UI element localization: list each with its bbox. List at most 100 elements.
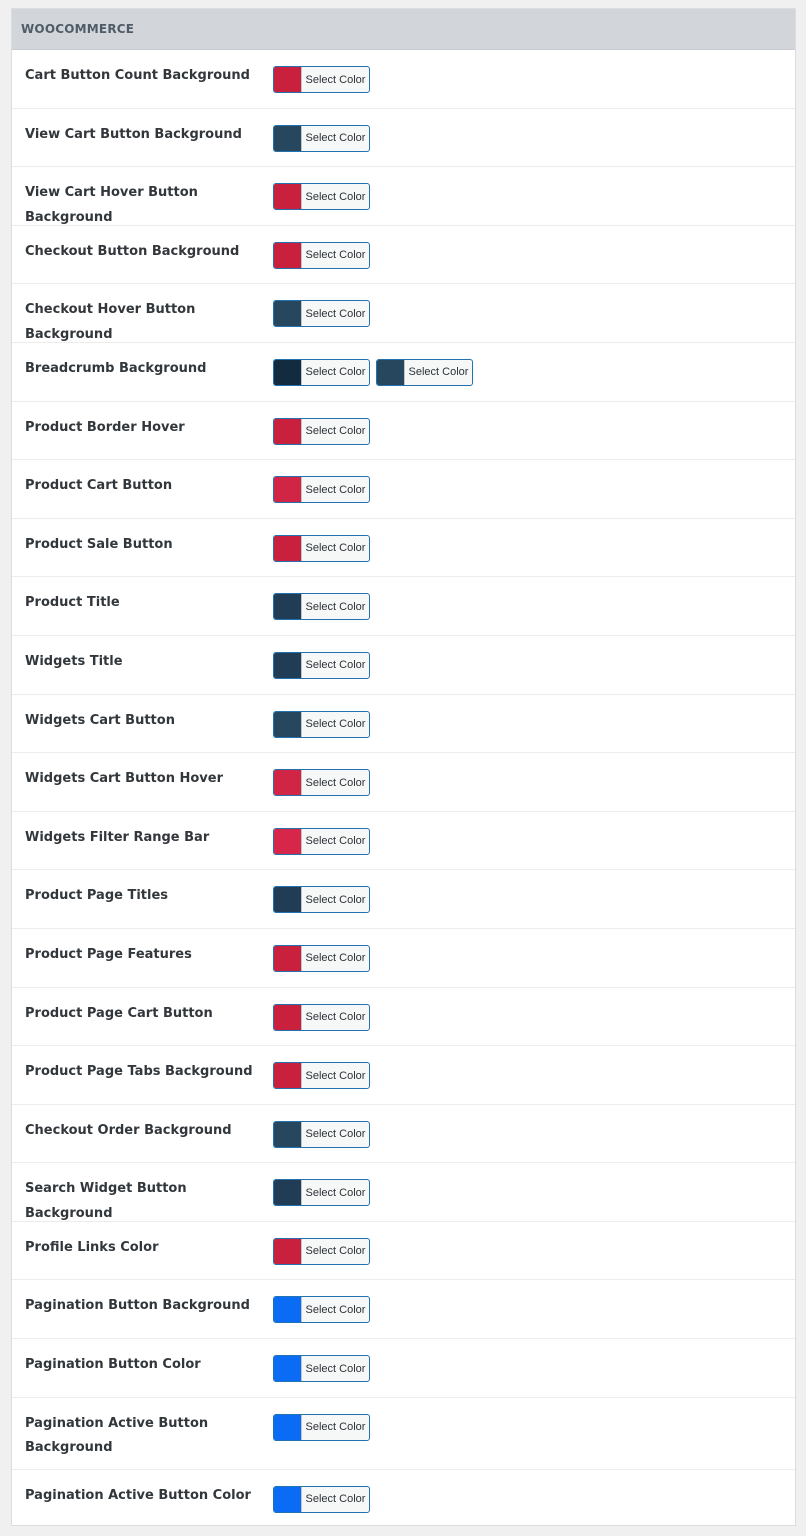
setting-row: Widgets Cart Button Hover Select Color	[12, 753, 795, 812]
setting-row: Search Widget Button Background Select Co…	[12, 1163, 795, 1222]
color-swatch	[274, 594, 302, 620]
setting-label: Widgets Title	[25, 653, 123, 669]
setting-label: View Cart Button Background	[25, 126, 242, 142]
select-color-button[interactable]: Select Color	[273, 886, 370, 914]
setting-label: Checkout Order Background	[25, 1122, 232, 1138]
select-color-label: Select Color	[305, 893, 366, 906]
setting-label: Pagination Active Button Color	[25, 1487, 251, 1503]
setting-label: Cart Button Count Background	[25, 68, 250, 83]
color-swatch	[274, 242, 302, 268]
color-pickers: Select Color	[273, 300, 370, 328]
color-swatch	[274, 1414, 302, 1440]
select-color-button[interactable]: Select Color	[273, 1120, 370, 1148]
select-color-label: Select Color	[305, 190, 366, 203]
select-color-label: Select Color	[305, 366, 366, 379]
color-swatch	[274, 301, 302, 327]
color-pickers: Select Color	[273, 651, 370, 679]
setting-row: Checkout Button Background Select Color	[12, 226, 795, 285]
select-color-button[interactable]: Select Color	[273, 1062, 370, 1090]
color-swatch	[274, 184, 302, 210]
select-color-button[interactable]: Select Color	[273, 710, 370, 738]
select-color-button[interactable]: Select Color	[273, 476, 370, 504]
color-pickers: Select Color	[273, 476, 370, 504]
color-pickers: Select Color	[273, 183, 370, 211]
color-pickers: Select Color	[273, 827, 370, 855]
select-color-label: Select Color	[305, 542, 366, 555]
select-color-label: Select Color	[305, 307, 366, 320]
setting-row: Breadcrumb Background Select Color Select …	[12, 343, 795, 402]
select-color-button[interactable]: Select Color	[273, 827, 370, 855]
select-color-button[interactable]: Select Color	[376, 358, 473, 386]
color-swatch	[377, 359, 405, 385]
select-color-button[interactable]: Select Color	[273, 66, 370, 93]
select-color-label: Select Color	[305, 73, 366, 86]
select-color-button[interactable]: Select Color	[273, 1296, 370, 1324]
setting-row: Widgets Filter Range Bar Select Color	[12, 812, 795, 871]
select-color-button[interactable]: Select Color	[273, 358, 370, 386]
select-color-label: Select Color	[305, 1245, 366, 1258]
color-pickers: Select Color	[273, 593, 370, 621]
color-pickers: Select Color	[273, 1120, 370, 1148]
setting-label: Product Page Tabs Background	[25, 1064, 253, 1080]
setting-label: Product Sale Button	[25, 536, 173, 552]
color-pickers: Select Color	[273, 241, 370, 269]
setting-label: Breadcrumb Background	[25, 360, 207, 376]
select-color-label: Select Color	[305, 952, 366, 965]
color-pickers: Select Color	[273, 124, 370, 152]
select-color-button[interactable]: Select Color	[273, 944, 370, 972]
color-swatch	[274, 1121, 302, 1147]
color-pickers: Select Color	[273, 1296, 370, 1324]
setting-row: Product Border Hover Select Color	[12, 402, 795, 461]
select-color-button[interactable]: Select Color	[273, 1237, 370, 1265]
select-color-button[interactable]: Select Color	[273, 534, 370, 562]
color-pickers: Select Color Select Color	[273, 358, 473, 386]
setting-row: Pagination Button Background Select Color	[12, 1280, 795, 1340]
color-swatch	[274, 535, 302, 561]
setting-label: Product Page Cart Button	[25, 1005, 213, 1021]
setting-label: Profile Links Color	[25, 1239, 159, 1255]
setting-row: Pagination Active Button Background Selec…	[12, 1398, 795, 1470]
color-swatch	[274, 67, 302, 92]
select-color-button[interactable]: Select Color	[273, 124, 370, 152]
section-title: WOOCOMMERCE	[12, 9, 795, 50]
select-color-label: Select Color	[305, 1128, 366, 1141]
setting-label: Pagination Button Color	[25, 1357, 201, 1373]
color-pickers: Select Color	[273, 417, 370, 445]
color-pickers: Select Color	[273, 886, 370, 914]
setting-row: Product Page Features Select Color	[12, 929, 795, 988]
setting-label: Product Page Titles	[25, 888, 169, 904]
select-color-label: Select Color	[305, 249, 366, 262]
color-pickers: Select Color	[273, 1003, 370, 1031]
color-settings-list: Cart Button Count Background Select Color…	[12, 50, 795, 1528]
select-color-button[interactable]: Select Color	[273, 241, 370, 269]
select-color-button[interactable]: Select Color	[273, 1355, 370, 1383]
select-color-label: Select Color	[305, 1421, 366, 1434]
select-color-button[interactable]: Select Color	[273, 769, 370, 797]
color-swatch	[274, 1004, 302, 1030]
select-color-button[interactable]: Select Color	[273, 1413, 370, 1441]
select-color-button[interactable]: Select Color	[273, 417, 370, 445]
select-color-label: Select Color	[305, 1303, 366, 1316]
select-color-button[interactable]: Select Color	[273, 651, 370, 679]
select-color-button[interactable]: Select Color	[273, 593, 370, 621]
color-pickers: Select Color	[273, 710, 370, 738]
select-color-button[interactable]: Select Color	[273, 183, 370, 211]
setting-label: Product Page Features	[25, 946, 192, 962]
color-swatch	[274, 828, 302, 854]
select-color-label: Select Color	[305, 425, 366, 438]
select-color-label: Select Color	[305, 1362, 366, 1375]
select-color-button[interactable]: Select Color	[273, 1179, 370, 1207]
select-color-button[interactable]: Select Color	[273, 1485, 370, 1513]
color-swatch	[274, 1486, 302, 1512]
select-color-button[interactable]: Select Color	[273, 300, 370, 328]
color-pickers: Select Color	[273, 944, 370, 972]
select-color-button[interactable]: Select Color	[273, 1003, 370, 1031]
color-swatch	[274, 652, 302, 678]
setting-label: Widgets Filter Range Bar	[25, 829, 210, 845]
setting-label: Widgets Cart Button Hover	[25, 771, 223, 787]
color-swatch	[274, 1356, 302, 1382]
color-swatch	[274, 359, 302, 385]
setting-row: Product Title Select Color	[12, 577, 795, 636]
setting-label: View Cart Hover Button Background	[25, 185, 198, 225]
setting-label: Checkout Button Background	[25, 243, 240, 259]
